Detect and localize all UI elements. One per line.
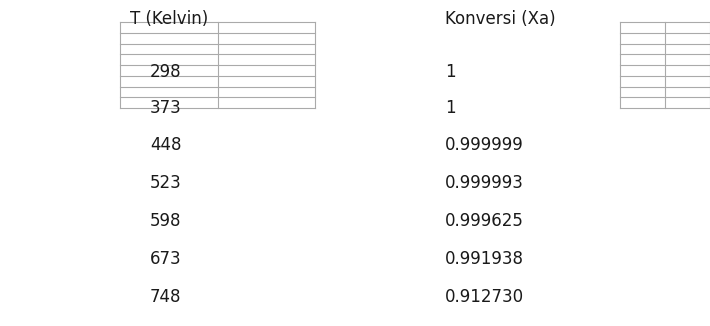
Text: 448: 448 — [150, 136, 182, 154]
Text: T (Kelvin): T (Kelvin) — [130, 10, 208, 28]
Text: 298: 298 — [150, 63, 182, 81]
Text: 0.991938: 0.991938 — [445, 250, 524, 268]
Text: 523: 523 — [150, 174, 182, 192]
Text: 673: 673 — [150, 250, 182, 268]
Text: 748: 748 — [150, 288, 182, 306]
Text: 0.999993: 0.999993 — [445, 174, 524, 192]
Text: 0.999625: 0.999625 — [445, 212, 524, 230]
Text: Konversi (Xa): Konversi (Xa) — [445, 10, 556, 28]
Text: 0.999999: 0.999999 — [445, 136, 524, 154]
Text: 373: 373 — [150, 99, 182, 117]
Text: 1: 1 — [445, 99, 456, 117]
Text: 1: 1 — [445, 63, 456, 81]
Text: 0.912730: 0.912730 — [445, 288, 524, 306]
Text: 598: 598 — [150, 212, 182, 230]
